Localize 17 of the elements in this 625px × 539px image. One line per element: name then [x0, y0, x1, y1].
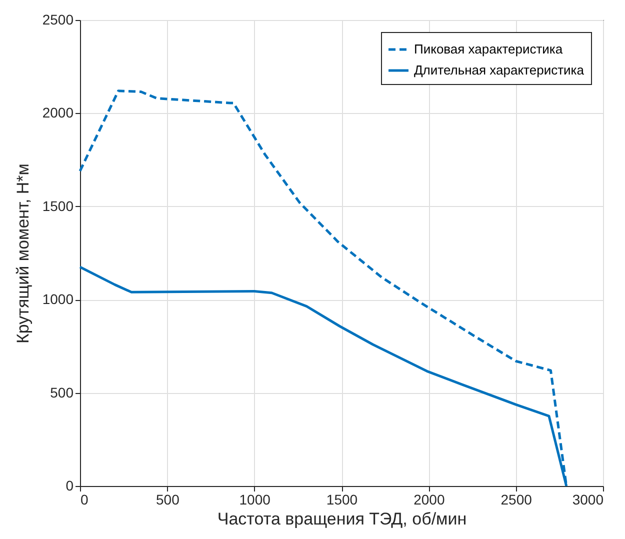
legend-label: Пиковая характеристика: [414, 42, 564, 56]
x-tick-label: 500: [156, 492, 180, 508]
x-axis-title: Частота вращения ТЭД, об/мин: [217, 510, 467, 528]
y-tick-label: 0: [66, 478, 74, 494]
x-tick-label: 2000: [414, 492, 445, 508]
x-tick-label: 0: [80, 492, 88, 508]
legend-label: Длительная характеристика: [414, 62, 585, 78]
y-tick-label: 500: [50, 384, 74, 400]
x-tick-label: 1000: [239, 492, 271, 508]
x-tick-label: 1500: [326, 492, 358, 508]
x-tick-label: 2500: [500, 492, 532, 508]
y-tick-label: 1000: [42, 291, 74, 308]
y-tick-label: 2000: [42, 104, 74, 121]
y-tick-label: 1500: [42, 198, 74, 214]
y-axis-title: Крутящий момент, Н*м: [13, 164, 32, 344]
x-tick-label: 3000: [572, 492, 604, 508]
y-tick-label: 2500: [42, 12, 74, 28]
